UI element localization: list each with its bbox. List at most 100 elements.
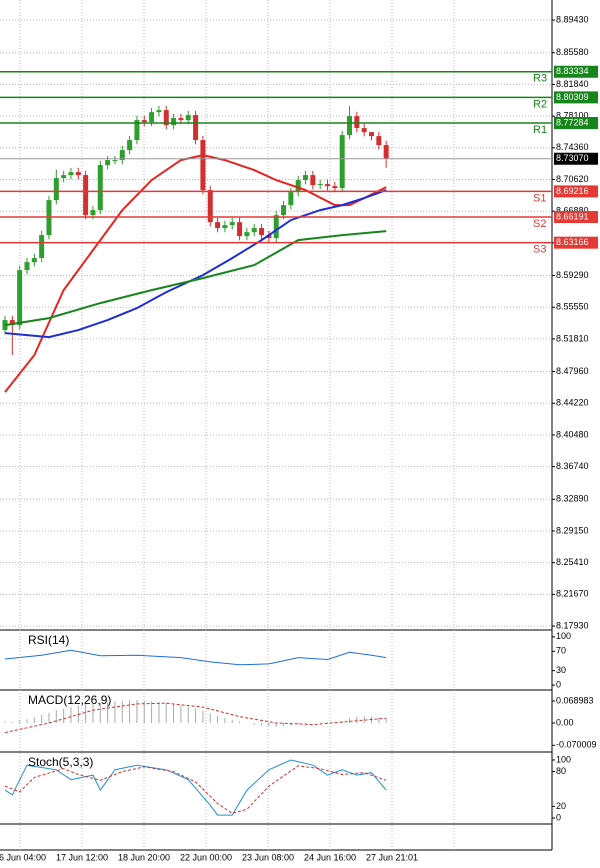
y-tick-label: 0.068983	[556, 695, 594, 705]
candle-body	[259, 228, 265, 236]
y-tick-label: 8.29150	[556, 525, 589, 535]
y-tick-label: 0	[556, 679, 561, 689]
candle-body	[141, 120, 147, 123]
level-label-box	[554, 117, 598, 130]
candle-body	[171, 118, 177, 126]
candle-body	[281, 205, 287, 216]
candle-body	[310, 175, 316, 186]
candle-body	[347, 116, 353, 136]
level-label: 8.69216	[556, 186, 589, 196]
candle-body	[149, 112, 155, 123]
candle-body	[200, 140, 206, 191]
level-label-box	[554, 91, 598, 104]
candle-body	[156, 110, 162, 113]
candle-body	[303, 175, 309, 181]
level-label: 8.83334	[556, 66, 589, 76]
y-tick-label: 8.51810	[556, 333, 589, 343]
candle-body	[229, 222, 235, 226]
y-tick-label: 8.78100	[556, 110, 589, 120]
candle-body	[266, 235, 272, 239]
level-label: 8.63166	[556, 237, 589, 247]
y-tick-label: 8.21670	[556, 589, 589, 599]
candle-body	[17, 270, 23, 326]
candle-body	[222, 225, 228, 229]
indicator-line	[4, 230, 387, 327]
y-tick-label: 0.00	[556, 717, 574, 727]
y-tick-label: 8.55550	[556, 302, 589, 312]
indicator-line	[4, 649, 387, 666]
y-tick-label: 70	[556, 646, 566, 656]
candle-body	[361, 128, 367, 133]
candle-body	[193, 115, 199, 141]
candle-body	[83, 175, 89, 216]
y-tick-label: 8.74360	[556, 142, 589, 152]
y-tick-label: 8.85580	[556, 47, 589, 57]
level-name: S3	[533, 244, 546, 256]
candle-body	[163, 110, 169, 126]
y-tick-label: 100	[556, 754, 571, 764]
y-tick-label: 8.59290	[556, 270, 589, 280]
x-tick-label: 17 Jun 12:00	[56, 852, 108, 862]
candle-body	[215, 222, 221, 229]
y-tick-label: 100	[556, 631, 571, 641]
y-tick-label: 8.66880	[556, 206, 589, 216]
indicator-line	[4, 759, 387, 816]
candle-body	[369, 132, 374, 137]
candle-body	[295, 180, 301, 193]
y-tick-label: 8.40480	[556, 429, 589, 439]
candle-body	[24, 262, 30, 271]
current-price-label: 8.73070	[556, 153, 589, 163]
candle-body	[39, 235, 45, 259]
indicator-line	[4, 765, 387, 814]
candle-body	[178, 118, 184, 121]
level-label-box	[554, 65, 598, 78]
indicator-title: Stoch(5,3,3)	[28, 755, 93, 769]
candle-body	[90, 210, 96, 216]
indicator-title: MACD(12,26,9)	[28, 693, 111, 707]
candle-body	[127, 140, 133, 151]
y-tick-label: 8.89430	[556, 14, 589, 24]
candle-body	[325, 184, 331, 187]
candle-body	[97, 165, 103, 211]
candle-body	[339, 135, 345, 189]
level-name: S2	[533, 218, 546, 230]
candle-body	[112, 160, 118, 162]
indicator-line	[4, 702, 387, 734]
candle-body	[2, 320, 8, 331]
y-tick-label: -0.070009	[556, 740, 597, 750]
level-name: R3	[533, 73, 547, 85]
candle-body	[75, 172, 81, 176]
y-tick-label: 8.44220	[556, 398, 589, 408]
candle-body	[105, 160, 111, 166]
y-tick-label: 0	[556, 812, 561, 822]
level-name: S1	[533, 192, 546, 204]
y-tick-label: 20	[556, 801, 566, 811]
level-label: 8.80309	[556, 92, 589, 102]
level-label-box	[554, 211, 598, 224]
y-tick-label: 80	[556, 766, 566, 776]
y-tick-label: 8.17930	[556, 620, 589, 630]
x-tick-label: 23 Jun 08:00	[242, 852, 294, 862]
candle-body	[119, 150, 125, 161]
candle-body	[207, 190, 213, 223]
level-label: 8.77284	[556, 117, 589, 127]
x-tick-label: 16 Jun 04:00	[0, 852, 46, 862]
candle-body	[237, 222, 243, 237]
candle-body	[61, 175, 67, 179]
candle-body	[288, 192, 294, 206]
candle-body	[251, 228, 257, 233]
y-tick-label: 8.32890	[556, 494, 589, 504]
candle-body	[376, 136, 382, 146]
x-tick-label: 27 Jun 21:01	[366, 852, 418, 862]
x-tick-label: 22 Jun 00:00	[180, 852, 232, 862]
level-label: 8.66191	[556, 211, 589, 221]
x-tick-label: 18 Jun 20:00	[118, 852, 170, 862]
y-tick-label: 8.70620	[556, 174, 589, 184]
y-tick-label: 8.81840	[556, 79, 589, 89]
candle-body	[31, 258, 37, 263]
indicator-line	[4, 189, 387, 339]
candle-body	[273, 215, 279, 239]
